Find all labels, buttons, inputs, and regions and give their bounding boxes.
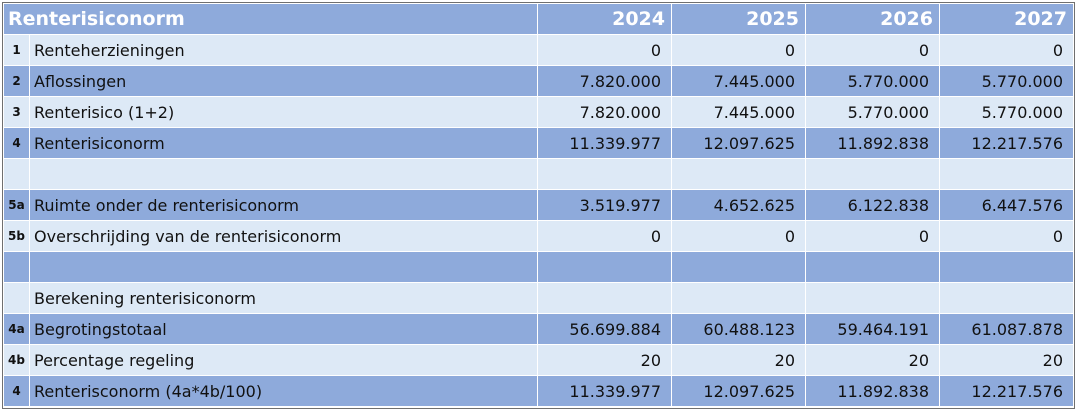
table-title: Renterisiconorm <box>3 3 538 35</box>
value-cell <box>805 282 940 314</box>
renterisiconorm-table: Renterisiconorm 2024 2025 2026 2027 1 Ren… <box>3 3 1074 407</box>
value-cell <box>671 251 806 283</box>
value-cell <box>939 251 1074 283</box>
value-cell: 0 <box>805 220 940 252</box>
table-row <box>3 158 1074 190</box>
value-cell: 12.097.625 <box>671 127 806 159</box>
table-row: 4a Begrotingstotaal 56.699.884 60.488.123 59… <box>3 313 1074 345</box>
value-cell: 11.892.838 <box>805 375 940 407</box>
value-cell: 59.464.191 <box>805 313 940 345</box>
value-cell <box>805 251 940 283</box>
value-cell: 11.339.977 <box>537 375 672 407</box>
row-label: Renteherzieningen <box>29 34 538 66</box>
value-cell: 0 <box>805 34 940 66</box>
row-label: Berekening renterisiconorm <box>29 282 538 314</box>
table-row: 3 Renterisico (1+2) 7.820.000 7.445.000 5.77… <box>3 96 1074 128</box>
value-cell <box>671 158 806 190</box>
table-row <box>3 251 1074 283</box>
row-label: Percentage regeling <box>29 344 538 376</box>
row-label: Renterisico (1+2) <box>29 96 538 128</box>
value-cell: 0 <box>939 34 1074 66</box>
value-cell: 0 <box>537 34 672 66</box>
value-cell <box>537 251 672 283</box>
row-number: 5b <box>3 220 30 252</box>
row-label: Aflossingen <box>29 65 538 97</box>
value-cell: 0 <box>939 220 1074 252</box>
row-label: Renterisconorm (4a*4b/100) <box>29 375 538 407</box>
value-cell: 7.445.000 <box>671 96 806 128</box>
value-cell: 5.770.000 <box>805 65 940 97</box>
value-cell: 60.488.123 <box>671 313 806 345</box>
value-cell: 7.820.000 <box>537 96 672 128</box>
row-number <box>3 251 30 283</box>
year-header: 2026 <box>805 3 940 35</box>
value-cell: 0 <box>671 220 806 252</box>
row-label: Begrotingstotaal <box>29 313 538 345</box>
year-header: 2025 <box>671 3 806 35</box>
row-number <box>3 158 30 190</box>
row-number: 3 <box>3 96 30 128</box>
value-cell: 61.087.878 <box>939 313 1074 345</box>
row-number: 4 <box>3 375 30 407</box>
row-label: Overschrijding van de renterisiconorm <box>29 220 538 252</box>
value-cell: 11.892.838 <box>805 127 940 159</box>
value-cell: 4.652.625 <box>671 189 806 221</box>
value-cell: 12.097.625 <box>671 375 806 407</box>
row-number: 4 <box>3 127 30 159</box>
row-label <box>29 158 538 190</box>
value-cell: 11.339.977 <box>537 127 672 159</box>
value-cell: 20 <box>939 344 1074 376</box>
value-cell <box>939 158 1074 190</box>
table-row: 5a Ruimte onder de renterisiconorm 3.519.9… <box>3 189 1074 221</box>
table-row: 2 Aflossingen 7.820.000 7.445.000 5.770.000 5… <box>3 65 1074 97</box>
value-cell: 0 <box>671 34 806 66</box>
value-cell <box>939 282 1074 314</box>
value-cell: 7.820.000 <box>537 65 672 97</box>
year-header: 2027 <box>939 3 1074 35</box>
header-row: Renterisiconorm 2024 2025 2026 2027 <box>3 3 1074 35</box>
value-cell: 6.447.576 <box>939 189 1074 221</box>
value-cell: 0 <box>537 220 672 252</box>
value-cell: 20 <box>671 344 806 376</box>
value-cell: 12.217.576 <box>939 375 1074 407</box>
value-cell: 20 <box>805 344 940 376</box>
value-cell: 5.770.000 <box>939 65 1074 97</box>
row-label: Ruimte onder de renterisiconorm <box>29 189 538 221</box>
table-row: 4b Percentage regeling 20 20 20 20 <box>3 344 1074 376</box>
year-header: 2024 <box>537 3 672 35</box>
value-cell: 3.519.977 <box>537 189 672 221</box>
value-cell: 5.770.000 <box>939 96 1074 128</box>
value-cell: 7.445.000 <box>671 65 806 97</box>
table-row: 1 Renteherzieningen 0 0 0 0 <box>3 34 1074 66</box>
row-number: 2 <box>3 65 30 97</box>
value-cell <box>537 282 672 314</box>
table-row: Berekening renterisiconorm <box>3 282 1074 314</box>
table-row: 4 Renterisiconorm 11.339.977 12.097.625 11.8… <box>3 127 1074 159</box>
table-body: 1 Renteherzieningen 0 0 0 0 2 Aflossingen 7.820.… <box>3 34 1074 407</box>
renterisiconorm-table-container: Renterisiconorm 2024 2025 2026 2027 1 Ren… <box>3 3 1074 407</box>
row-number <box>3 282 30 314</box>
row-label <box>29 251 538 283</box>
row-number: 4a <box>3 313 30 345</box>
value-cell <box>671 282 806 314</box>
value-cell: 6.122.838 <box>805 189 940 221</box>
value-cell: 20 <box>537 344 672 376</box>
table-row: 4 Renterisconorm (4a*4b/100) 11.339.977 12.… <box>3 375 1074 407</box>
value-cell <box>805 158 940 190</box>
row-number: 1 <box>3 34 30 66</box>
table-row: 5b Overschrijding van de renterisiconorm 0… <box>3 220 1074 252</box>
value-cell: 56.699.884 <box>537 313 672 345</box>
row-label: Renterisiconorm <box>29 127 538 159</box>
value-cell: 12.217.576 <box>939 127 1074 159</box>
row-number: 5a <box>3 189 30 221</box>
row-number: 4b <box>3 344 30 376</box>
value-cell: 5.770.000 <box>805 96 940 128</box>
value-cell <box>537 158 672 190</box>
